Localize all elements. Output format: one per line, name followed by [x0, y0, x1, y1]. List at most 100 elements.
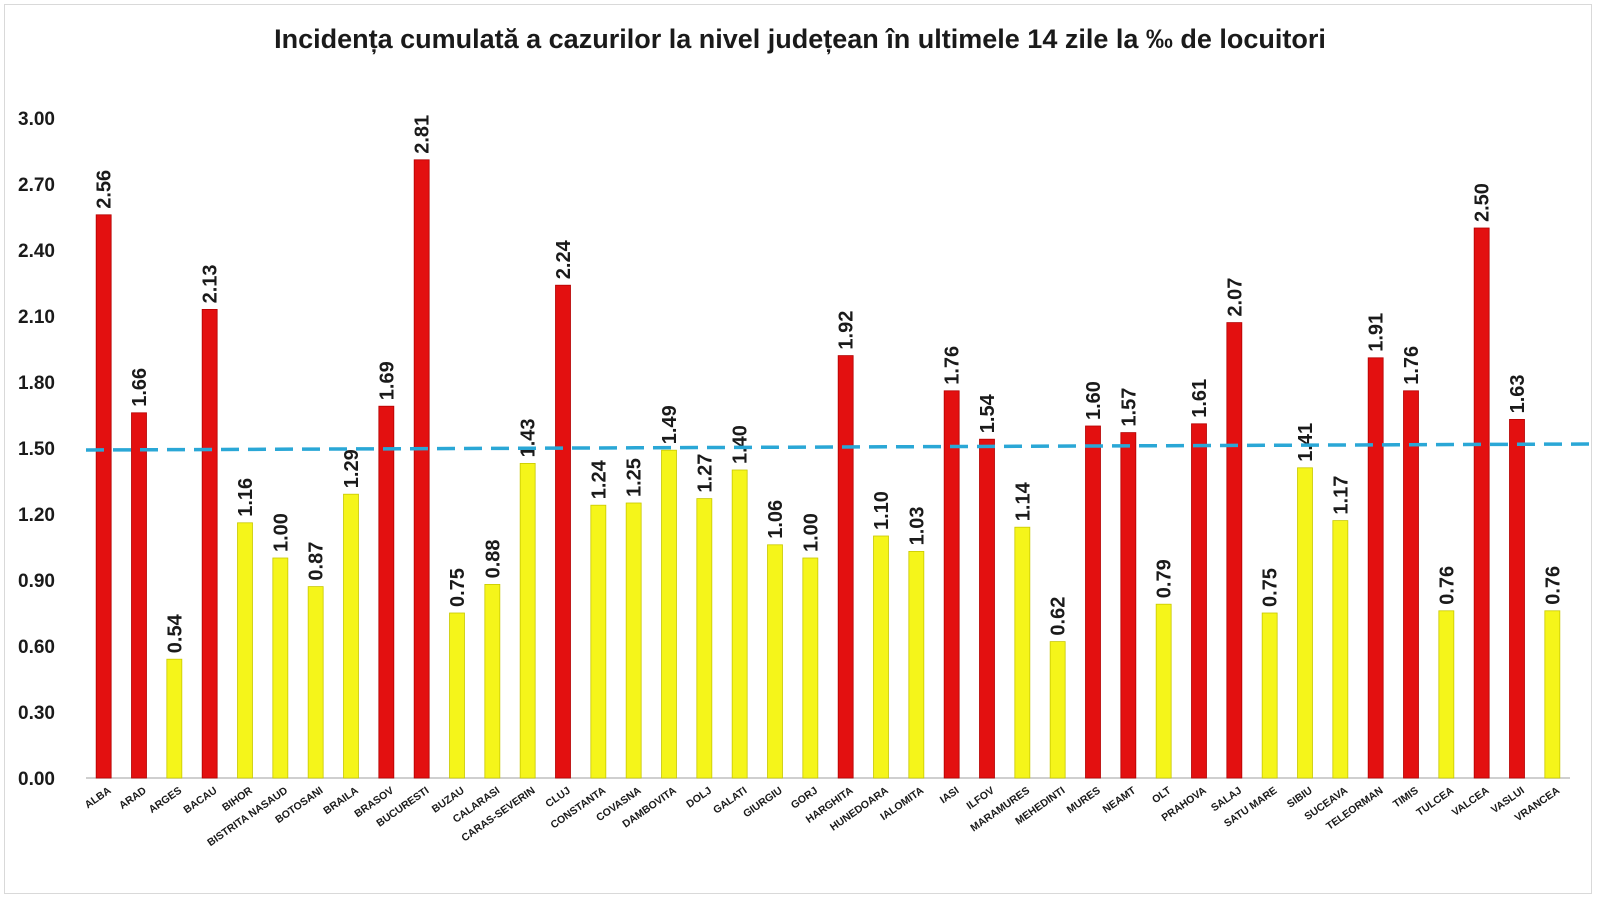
data-label: 1.25: [624, 458, 646, 497]
data-label: 1.17: [1330, 476, 1352, 515]
data-label: 1.06: [765, 500, 787, 539]
data-label: 1.00: [270, 513, 292, 552]
data-label: 0.54: [164, 613, 186, 653]
bar-maramures: [1014, 526, 1031, 779]
data-label: 1.41: [1295, 423, 1317, 462]
bar-bacau: [201, 308, 218, 779]
category-label: BACAU: [181, 785, 219, 817]
bar-gorj: [802, 557, 819, 779]
y-tick-label: 0.90: [18, 571, 55, 592]
category-label: DOLJ: [684, 785, 714, 811]
y-tick-label: 0.30: [18, 703, 55, 724]
data-label: 0.88: [482, 539, 504, 578]
bar-sibiu: [1297, 467, 1313, 779]
data-label: 1.10: [871, 491, 893, 530]
bar-giurgiu: [767, 544, 783, 779]
data-label: 1.69: [376, 361, 398, 400]
data-label: 0.87: [306, 542, 328, 581]
y-tick-label: 2.70: [18, 175, 55, 196]
bar-timis: [1403, 390, 1419, 779]
bar-calarasi: [484, 584, 501, 779]
bar-mures: [1085, 425, 1101, 779]
data-label: 1.60: [1083, 381, 1105, 420]
data-label: 0.75: [447, 568, 469, 607]
y-tick-label: 0.00: [18, 769, 55, 790]
data-label: 1.92: [836, 311, 858, 350]
y-tick-label: 2.40: [18, 241, 55, 262]
y-tick-label: 2.10: [18, 307, 55, 328]
category-label: OLT: [1150, 784, 1174, 806]
threshold-line: [85, 442, 1591, 452]
category-label: ARGES: [147, 785, 184, 816]
data-label: 1.03: [906, 506, 928, 545]
bar-covasna: [625, 502, 642, 779]
bar-satu-mare: [1261, 612, 1278, 779]
bar-salaj: [1226, 322, 1243, 779]
y-tick-label: 0.60: [18, 637, 55, 658]
bar-hunedoara: [873, 535, 889, 779]
data-label: 0.76: [1542, 566, 1564, 605]
category-label: VALCEA: [1450, 784, 1492, 818]
bar-arad: [131, 412, 147, 779]
bar-arges: [166, 658, 183, 779]
data-label: 1.76: [1401, 346, 1423, 385]
data-label: 0.75: [1260, 568, 1282, 607]
data-label: 1.27: [694, 454, 716, 493]
bar-botosani: [307, 586, 324, 779]
bar-brasov: [378, 405, 395, 779]
data-label: 1.63: [1507, 374, 1529, 413]
y-tick-label: 3.00: [18, 109, 55, 130]
data-label: 1.16: [235, 478, 257, 517]
bar-neamt: [1120, 432, 1137, 779]
bar-mehedinti: [1049, 641, 1066, 779]
bar-prahova: [1191, 423, 1207, 779]
chart-title: Incidența cumulată a cazurilor la nivel …: [274, 24, 1326, 54]
bar-tulcea: [1438, 610, 1455, 779]
bar-buzau: [449, 612, 465, 779]
data-label: 1.49: [659, 405, 681, 444]
data-label: 0.76: [1436, 566, 1458, 605]
data-label: 1.66: [129, 368, 151, 407]
y-tick-label: 1.20: [18, 505, 55, 526]
bar-alba: [95, 214, 112, 779]
bar-bistrita-nasaud: [272, 557, 289, 779]
y-tick-label: 1.80: [18, 373, 55, 394]
bar-iasi: [943, 390, 960, 779]
category-label: ALBA: [83, 784, 114, 811]
data-label: 1.91: [1366, 313, 1388, 352]
data-label: 2.81: [412, 115, 434, 154]
data-label: 1.40: [730, 425, 752, 464]
bar-galati: [731, 469, 748, 779]
bar-suceava: [1332, 520, 1349, 779]
bar-dambovita: [661, 449, 677, 779]
data-label: 1.29: [341, 449, 363, 488]
category-label: GIURGIU: [741, 785, 785, 821]
data-label: 1.24: [588, 459, 610, 499]
data-label: 1.00: [800, 513, 822, 552]
chart-frame: [4, 4, 1592, 894]
data-label: 0.62: [1048, 597, 1070, 636]
bar-caras-severin: [519, 462, 536, 779]
category-label: NEAMT: [1101, 784, 1139, 816]
data-label: 2.07: [1224, 278, 1246, 317]
bar-vaslui: [1509, 418, 1525, 779]
category-label: ARAD: [117, 784, 149, 811]
bar-cluj: [555, 284, 571, 779]
bar-ialomita: [908, 551, 925, 779]
category-label: CLUJ: [543, 785, 572, 811]
bar-vrancea: [1544, 610, 1561, 779]
bar-bihor: [237, 522, 253, 779]
data-label: 0.79: [1154, 559, 1176, 598]
data-label: 1.14: [1012, 481, 1034, 521]
bar-bucuresti: [413, 159, 430, 779]
data-label: 2.24: [553, 239, 575, 279]
data-label: 1.57: [1118, 388, 1140, 427]
category-label: MURES: [1065, 785, 1103, 817]
data-label: 1.61: [1189, 379, 1211, 418]
data-label: 2.13: [200, 264, 222, 303]
data-label: 2.56: [94, 170, 116, 209]
bar-braila: [343, 493, 359, 779]
data-label: 1.54: [977, 393, 999, 433]
